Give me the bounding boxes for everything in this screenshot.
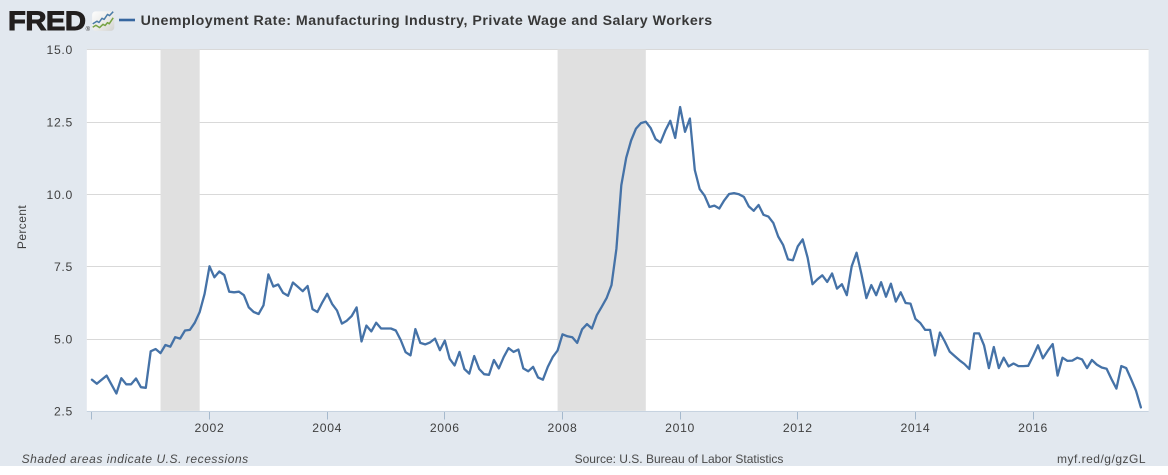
svg-text:Percent: Percent xyxy=(15,205,29,249)
svg-text:®: ® xyxy=(86,26,91,33)
svg-text:Shaded areas indicate U.S. rec: Shaded areas indicate U.S. recessions xyxy=(22,452,249,466)
svg-text:myf.red/g/gzGL: myf.red/g/gzGL xyxy=(1057,452,1146,466)
svg-text:5.0: 5.0 xyxy=(54,332,73,346)
svg-text:2010: 2010 xyxy=(665,421,695,435)
svg-text:2016: 2016 xyxy=(1018,421,1048,435)
svg-text:15.0: 15.0 xyxy=(46,43,73,57)
svg-text:Source: U.S. Bureau of Labor S: Source: U.S. Bureau of Labor Statistics xyxy=(575,452,784,466)
svg-text:2.5: 2.5 xyxy=(54,405,73,419)
svg-text:12.5: 12.5 xyxy=(46,116,73,130)
svg-text:2004: 2004 xyxy=(312,421,342,435)
svg-text:Unemployment Rate: Manufacturi: Unemployment Rate: Manufacturing Industr… xyxy=(141,13,713,29)
svg-text:2002: 2002 xyxy=(195,421,225,435)
svg-text:2008: 2008 xyxy=(548,421,578,435)
svg-text:2012: 2012 xyxy=(783,421,813,435)
svg-text:FRED: FRED xyxy=(8,6,86,36)
svg-text:2006: 2006 xyxy=(430,421,460,435)
svg-text:7.5: 7.5 xyxy=(54,260,73,274)
svg-text:2014: 2014 xyxy=(900,421,930,435)
svg-text:10.0: 10.0 xyxy=(46,188,73,202)
